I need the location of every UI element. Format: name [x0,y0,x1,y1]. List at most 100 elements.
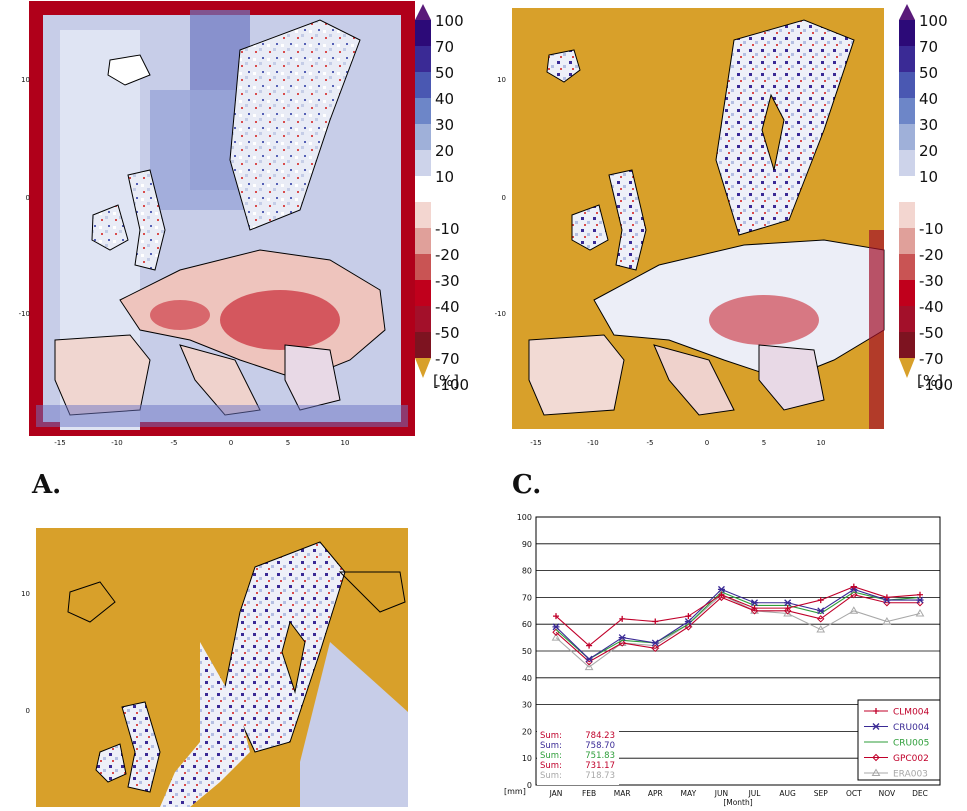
map-bottom-y-ticks: 10 0 [21,590,30,715]
map-bottom-svg: 10 0 100705040302010-10-20-30-40-50-70-1… [21,14,469,807]
colorbar-segment [415,176,431,202]
colorbar-label: 40 [435,90,454,108]
colorbar-segment [899,20,915,46]
sum-label: Sum: [540,731,562,741]
data-point [652,618,659,625]
map-b-svg: -15 -10 -5 0 5 10 10 0 -10 1007050403020… [495,4,953,447]
map-panel-a: -15 -10 -5 0 5 10 10 0 -10 100 70 50 40 30 20… [0,0,470,460]
colorbar-segment [415,332,431,358]
colorbar-segment [899,254,915,280]
colorbar-label: 30 [435,116,454,134]
map-a-x-ticks: -15 -10 -5 0 5 10 [54,439,349,447]
x-tick: 10 [341,439,350,447]
sum-value: 751.83 [585,751,615,761]
y-tick: 0 [26,707,30,715]
colorbar-unit: [%] [433,372,459,390]
colorbar-label: 20 [435,142,454,160]
y-tick: 10 [497,76,506,84]
colorbar-label: -100 [435,376,469,394]
colorbar-segment [415,228,431,254]
colorbar-segment [415,254,431,280]
y-tick-label: 0 [527,781,532,790]
sum-box: Sum: 784.23 Sum: 758.70 Sum: 751.83 Sum: 731.17… [537,729,619,785]
line-chart: 0 10 20 30 40 50 60 70 80 90 100 JAN FEB MAR APR MAY JUN… [504,513,941,807]
data-point [917,591,923,598]
colorbar-label: 70 [919,38,938,56]
colorbar-label: 50 [919,64,938,82]
line-chart-panel: 0 10 20 30 40 50 60 70 80 90 100 JAN FEB MAR APR MAY JUN… [490,505,967,807]
data-point [584,662,594,671]
data-point [551,633,561,641]
colorbar-label: -30 [435,272,460,290]
colorbar-label: -20 [435,246,460,264]
colorbar-label: 70 [435,38,454,56]
colorbar-b: 100 70 50 40 30 20 10 -10 -20 -30 -40 -50 -70 -100[%] [899,4,953,394]
legend-entry: GPC002 [893,754,929,764]
x-tick: 0 [229,439,233,447]
y-tick: 10 [21,590,30,598]
x-tick: 5 [762,439,766,447]
colorbar-segment [899,202,915,228]
series-cru005 [555,591,921,660]
panel-label-a: A. [32,470,62,500]
colorbar-arrow-bottom [415,358,431,378]
data-point [916,596,924,604]
data-point [849,606,859,614]
data-point [817,597,824,604]
series-line [555,588,920,660]
data-point [718,591,725,598]
map-b-y-ticks: 10 0 -10 [495,76,506,318]
data-point [783,607,792,615]
colorbar-label: 20 [919,142,938,160]
colorbar-segment [899,176,915,202]
x-tick-label: APR [648,789,663,798]
sum-value: 784.23 [585,731,615,741]
data-point [553,613,559,620]
colorbar-segment [415,202,431,228]
colorbar-segment [899,150,915,176]
data-point [750,607,759,615]
x-tick-label: JUN [714,789,728,798]
data-point [618,634,626,642]
y-tick-label: 60 [522,620,532,629]
data-point [871,768,881,776]
x-tick: 0 [705,439,709,447]
colorbar-segment [415,72,431,98]
x-tick-label: JAN [549,789,563,798]
x-tick-label: FEB [582,789,596,798]
y-tick: 0 [26,194,30,202]
data-point [872,723,880,730]
data-point [585,655,593,663]
colorbar-a: 100 70 50 40 30 20 10 -10 -20 -30 -40 -50 -70 -100[%] [415,4,469,394]
data-point [872,753,880,762]
colorbar-label: -40 [435,298,460,316]
legend-entry: CRU004 [893,723,930,733]
colorbar-label: -100 [919,376,953,394]
x-axis-label: [Month] [723,798,752,807]
colorbar-label: 50 [435,64,454,82]
series-line [555,594,920,663]
y-tick: 10 [21,76,30,84]
data-point [816,625,826,633]
x-tick-label: NOV [879,789,896,798]
sum-label: Sum: [540,761,562,771]
panel-label-c: C. [512,470,542,500]
colorbar-label: -70 [919,350,944,368]
data-point [883,594,890,601]
map-a-svg: -15 -10 -5 0 5 10 10 0 -10 1007050403020… [19,1,469,447]
map-panel-bottom: 10 0 100705040302010-10-20-30-40-50-70-1… [0,14,470,807]
series-line [555,591,921,660]
y-tick-label: 20 [522,727,532,736]
colorbar-segment [899,98,915,124]
data-point [586,642,593,649]
data-point [751,605,758,612]
colorbar-label: -50 [435,324,460,342]
colorbar-segment [415,306,431,332]
colorbar-label: 100 [919,12,948,30]
colorbar-segment [899,228,915,254]
colorbar-label: -40 [919,298,944,316]
colorbar-segment [415,46,431,72]
colorbar-arrow-top [899,4,915,20]
y-tick-label: 50 [522,647,532,656]
y-tick-label: 40 [522,674,532,683]
